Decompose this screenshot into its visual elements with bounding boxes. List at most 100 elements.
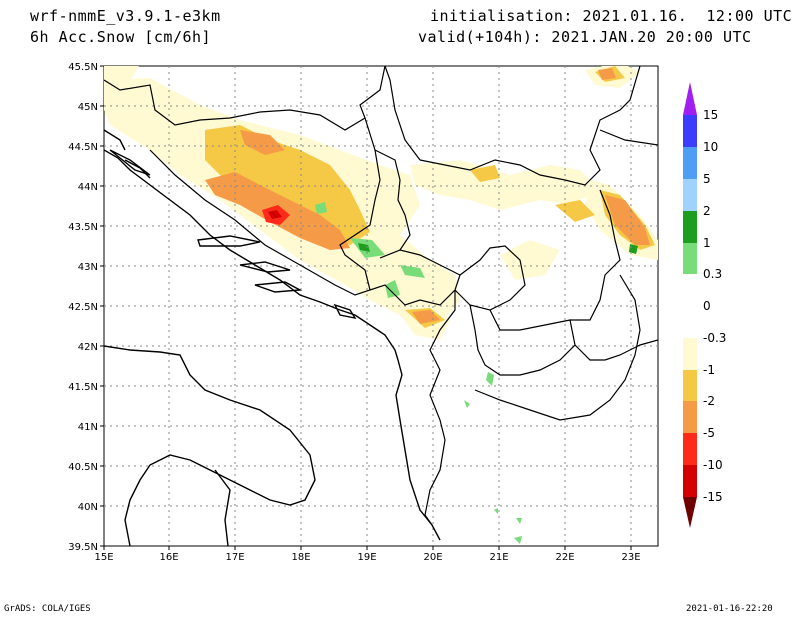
colorbar-bin [683, 465, 697, 497]
border-kosovo [454, 245, 526, 311]
longitude-labels: 15E 16E 17E 18E 19E 20E 21E 22E 23E [94, 552, 640, 563]
rain-light-4 [315, 202, 327, 214]
lat-label: 45N [78, 102, 98, 113]
latitude-labels: 45.5N 45N 44.5N 44N 43.5N 43N 42.5N 42N … [68, 62, 98, 553]
colorbar-bin [683, 433, 697, 465]
snow-very-heavy-core [268, 210, 282, 219]
island-6 [104, 129, 126, 151]
snow-light-north [410, 160, 600, 210]
snow-heavy-east [605, 195, 650, 245]
timestamp-label: 2021-01-16-22:20 [686, 604, 773, 614]
border-mne [369, 249, 461, 306]
border-bgr-north [599, 129, 658, 146]
border-greece [474, 274, 641, 421]
colorbar-bin [683, 370, 697, 401]
border-srb-rou [419, 66, 641, 186]
snow-light-kosovo [500, 240, 560, 280]
border-srb-bgr [570, 189, 621, 321]
lon-label: 20E [423, 552, 442, 563]
colorbar-label: -0.3 [703, 331, 726, 345]
snow-heavy-ne [598, 68, 616, 80]
colorbar-bin [683, 179, 697, 211]
colorbar-label: -15 [703, 490, 723, 504]
lon-label: 15E [94, 552, 113, 563]
colorbar-label: -10 [703, 458, 723, 472]
rain-light-3 [400, 265, 425, 278]
lon-label: 22E [555, 552, 574, 563]
rain-light-6 [464, 400, 470, 408]
model-title: wrf-nmmE_v3.9.1-e3km [30, 7, 221, 25]
init-time: initialisation: 2021.01.16. 12:00 UTC [430, 7, 793, 25]
lat-label: 43N [78, 262, 98, 273]
colorbar-bin [683, 243, 697, 274]
colorbar: 15 10 5 2 1 0.3 0 -0.3 -1 -2 -5 -10 -15 [683, 82, 726, 528]
lat-label: 42N [78, 342, 98, 353]
lat-label: 43.5N [68, 222, 98, 233]
lat-label: 40.5N [68, 462, 98, 473]
variable-title: 6h Acc.Snow [cm/6h] [30, 28, 212, 46]
axis-ticks [100, 65, 632, 550]
lon-label: 18E [291, 552, 310, 563]
colorbar-top-arrow [683, 82, 697, 115]
italy-coast [104, 345, 316, 546]
lon-label: 17E [225, 552, 244, 563]
colorbar-bottom-arrow [683, 497, 697, 528]
island-7 [124, 159, 151, 179]
border-bgr-gre [574, 339, 658, 361]
snow-heavy-west2 [240, 130, 285, 155]
snow-moderate-west [205, 125, 370, 245]
snow-field [104, 66, 658, 544]
lon-label: 16E [159, 552, 178, 563]
valid-time: valid(+104h): 2021.JAN.20 20:00 UTC [418, 28, 752, 46]
colorbar-label: 0.3 [703, 267, 722, 281]
lon-label: 19E [357, 552, 376, 563]
colorbar-label: -5 [703, 426, 715, 440]
colorbar-bin [683, 211, 697, 243]
colorbar-bin [683, 401, 697, 433]
colorbar-label: -2 [703, 394, 715, 408]
snow-moderate-north [470, 165, 500, 182]
island-3 [254, 281, 303, 293]
lat-label: 39.5N [68, 542, 98, 553]
border-alb [424, 290, 456, 526]
colorbar-bin [683, 306, 697, 338]
rain-light-2 [385, 280, 400, 298]
country-borders [104, 66, 658, 526]
colorbar-label: 5 [703, 172, 711, 186]
lat-label: 44.5N [68, 142, 98, 153]
coastlines [104, 129, 441, 546]
border-hun-srb [384, 66, 421, 161]
italy-heel [214, 469, 231, 546]
rain-light-7 [514, 536, 522, 544]
lon-label: 21E [489, 552, 508, 563]
colorbar-label: 10 [703, 140, 718, 154]
lat-label: 41N [78, 422, 98, 433]
rain-moderate-1 [358, 243, 370, 252]
lat-label: 40N [78, 502, 98, 513]
colorbar-label: 2 [703, 204, 711, 218]
border-mkd [469, 304, 576, 376]
island-1 [197, 235, 261, 247]
colorbar-label: 1 [703, 236, 711, 250]
rain-light-8 [494, 508, 498, 514]
colorbar-label: 15 [703, 108, 718, 122]
island-2 [239, 261, 291, 273]
border-cro-bih [149, 117, 381, 296]
credit-label: GrADS: COLA/IGES [4, 604, 91, 614]
border-slo-cro [104, 66, 386, 131]
lon-label: 23E [621, 552, 640, 563]
snow-light-west2 [104, 66, 139, 95]
border-bih-srb [374, 149, 411, 259]
colorbar-label: 0 [703, 299, 711, 313]
lat-label: 45.5N [68, 62, 98, 73]
rain-light-5 [486, 372, 494, 386]
colorbar-label: -1 [703, 363, 715, 377]
colorbar-bin [683, 147, 697, 179]
lat-label: 41.5N [68, 382, 98, 393]
lat-label: 42.5N [68, 302, 98, 313]
colorbar-bin [683, 338, 697, 370]
island-4 [109, 149, 151, 176]
colorbar-bin [683, 274, 697, 306]
colorbar-bin [683, 115, 697, 147]
